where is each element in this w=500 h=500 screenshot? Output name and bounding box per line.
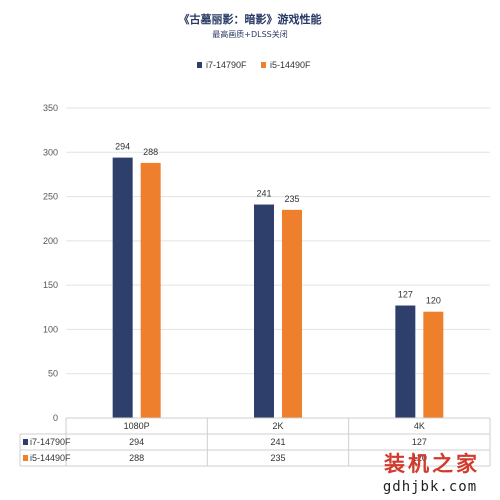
watermark-url: gdhjbk.com (383, 479, 477, 495)
data-label: 235 (284, 194, 299, 204)
y-tick-label: 200 (43, 236, 58, 246)
x-tick-label: 2K (272, 421, 283, 431)
legend: i7-14790F i5-14490F (197, 60, 311, 70)
y-axis: 0 50 100 150 200 250 300 350 (43, 103, 58, 423)
data-labels: 294 288 241 235 127 120 (115, 142, 441, 306)
table-cell: 294 (129, 437, 144, 447)
y-tick-label: 50 (48, 369, 58, 379)
data-label: 120 (426, 296, 441, 306)
bar-i5-1080p (140, 162, 161, 418)
y-tick-label: 150 (43, 280, 58, 290)
table-cell: 120 (412, 453, 427, 463)
table-series-label: i5-14490F (30, 453, 71, 463)
watermark: 装机之家 gdhjbk.com (383, 452, 480, 495)
bar-i7-4k (395, 305, 416, 418)
y-tick-label: 250 (43, 192, 58, 202)
table-cell: 127 (412, 437, 427, 447)
legend-label: i7-14790F (206, 60, 247, 70)
data-table: 1080P 2K 4K i7-14790F 294 241 127 i5-14490F 288 2… (19, 417, 491, 467)
x-tick-label: 1080P (124, 421, 150, 431)
chart-subtitle: 最高画质+DLSS关闭 (212, 29, 287, 39)
legend-label: i5-14490F (270, 60, 311, 70)
bar-i5-2k (282, 209, 302, 418)
table-cell: 288 (129, 453, 144, 463)
x-tick-label: 4K (414, 421, 425, 431)
bar-i5-4k (423, 311, 444, 418)
chart-title: 《古墓丽影：暗影》游戏性能 (179, 12, 322, 26)
table-cell: 235 (270, 453, 285, 463)
data-label: 294 (115, 142, 130, 152)
y-tick-label: 300 (43, 147, 58, 157)
data-label: 288 (143, 147, 158, 157)
data-label: 241 (256, 189, 271, 199)
y-tick-label: 100 (43, 324, 58, 334)
gridlines (66, 107, 490, 419)
bar-i7-2k (254, 204, 274, 418)
y-tick-label: 0 (53, 413, 58, 423)
legend-swatch (261, 62, 266, 68)
data-label: 127 (398, 290, 413, 300)
legend-swatch (197, 62, 202, 68)
table-swatch (23, 439, 28, 445)
table-cell: 241 (270, 437, 285, 447)
watermark-brand: 装机之家 (384, 452, 480, 476)
table-series-label: i7-14790F (30, 437, 71, 447)
table-swatch (23, 455, 28, 461)
y-tick-label: 350 (43, 103, 58, 113)
bar-i7-1080p (112, 157, 133, 418)
bars (112, 157, 444, 418)
